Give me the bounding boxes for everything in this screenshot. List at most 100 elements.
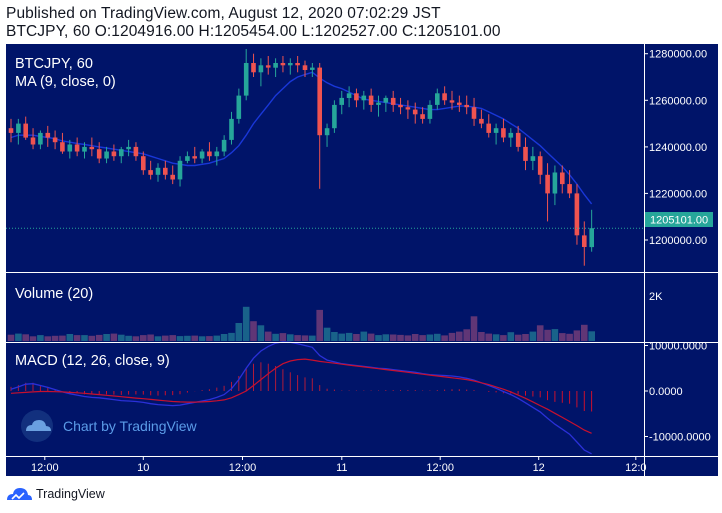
candle-body <box>141 156 146 171</box>
volume-bar <box>287 334 294 342</box>
candle-body <box>155 167 161 175</box>
volume-bar <box>470 316 478 342</box>
ma-label: MA (9, close, 0) <box>15 74 116 90</box>
volume-bar <box>338 333 345 341</box>
volume-bar <box>110 333 118 341</box>
candle-body <box>265 65 271 68</box>
volume-bar <box>272 333 279 341</box>
candle-body <box>317 67 322 136</box>
volume-bar <box>81 335 88 341</box>
candle-body <box>199 151 205 159</box>
volume-bar <box>88 335 96 341</box>
watermark-text: Chart by TradingView <box>63 418 197 434</box>
macd-tick-label: 10000.0000 <box>649 341 707 353</box>
candle-body <box>148 170 153 175</box>
candle-body <box>442 93 447 101</box>
candle-body <box>214 151 220 157</box>
candle-body <box>133 146 139 157</box>
time-tick-label: 12:0 <box>625 462 646 474</box>
volume-bar <box>176 336 184 341</box>
candle-body <box>229 118 234 140</box>
last-price-value: 1205101.00 <box>650 215 708 227</box>
volume-bar <box>220 334 228 341</box>
volume-bar <box>44 336 52 341</box>
volume-bar <box>309 335 316 341</box>
volume-bar <box>213 335 221 341</box>
macd-label: MACD (12, 26, close, 9) <box>15 353 170 369</box>
volume-bar <box>566 333 573 341</box>
volume-bar <box>22 334 29 342</box>
candle-body <box>45 132 51 138</box>
candle-body <box>435 93 440 105</box>
candle-body <box>192 156 197 159</box>
volume-bar <box>206 336 213 341</box>
volume-bar <box>73 335 81 341</box>
tradingview-logo-icon <box>7 488 32 500</box>
candle-body <box>89 146 95 150</box>
footer[interactable]: TradingView <box>6 486 105 502</box>
volume-bar <box>59 335 66 341</box>
volume-bar <box>507 332 515 341</box>
candle-body <box>545 174 550 194</box>
ma-line <box>10 71 593 205</box>
macd-tick-label: -10000.0000 <box>649 432 711 444</box>
volume-bar <box>581 324 588 341</box>
candle-body <box>251 63 256 73</box>
candle-body <box>273 63 278 68</box>
candle-body <box>457 102 462 105</box>
time-tick-label: 12:00 <box>31 462 59 474</box>
volume-bar <box>426 334 434 341</box>
volume-bar <box>514 334 522 341</box>
time-tick-label: 11 <box>336 462 347 474</box>
volume-bar <box>301 335 309 341</box>
volume-bar <box>478 332 485 341</box>
candle-body <box>243 63 249 96</box>
candle-body <box>354 93 359 101</box>
candle-body <box>398 104 403 108</box>
volume-bar <box>353 334 360 341</box>
candle-body <box>104 151 109 159</box>
volume-bar <box>536 325 544 342</box>
watermark[interactable]: Chart by TradingView <box>21 410 197 442</box>
volume-bar <box>360 331 368 341</box>
volume-bar <box>345 332 353 341</box>
time-tick-label: 12 <box>533 462 545 474</box>
volume-bar <box>279 333 287 341</box>
macd-line <box>10 341 592 455</box>
volume-bar <box>559 333 566 341</box>
candle-body <box>486 123 491 133</box>
candle-body <box>376 102 381 105</box>
ohlc-line: BTCJPY, 60 O:1204916.00 H:1205454.00 L:1… <box>6 23 501 40</box>
candle-body <box>390 97 396 105</box>
price-tick-label: 1260000.00 <box>649 95 707 107</box>
candle-body <box>30 137 36 145</box>
candle-body <box>126 146 131 150</box>
volume-bar <box>456 331 463 341</box>
volume-bar <box>169 335 176 341</box>
macd-tick-label: 0.0000 <box>649 386 683 398</box>
volume-bar <box>29 336 37 341</box>
volume-bar <box>15 333 22 341</box>
time-tick-label: 12:00 <box>426 462 454 474</box>
candle-body <box>288 63 293 66</box>
published-line: Published on TradingView.com, August 12,… <box>6 5 441 22</box>
volume-bar <box>7 334 15 341</box>
candle-body <box>479 118 484 124</box>
candle-body <box>471 107 477 119</box>
volume-bar <box>492 334 500 342</box>
volume-bar <box>316 309 323 341</box>
candle-body <box>405 107 411 110</box>
volume-bar <box>397 334 404 341</box>
candle-body <box>332 104 337 129</box>
candle-body <box>515 132 521 147</box>
candle-body <box>560 172 565 185</box>
last-price-tag-bg <box>645 212 713 227</box>
candle-body <box>111 151 117 157</box>
last-price-tag: 1205101.00 <box>645 212 713 227</box>
chart-background <box>6 44 718 476</box>
candle-body <box>119 149 124 157</box>
volume-bar <box>191 335 198 341</box>
candle-body <box>185 156 190 161</box>
candle-body <box>170 174 175 180</box>
